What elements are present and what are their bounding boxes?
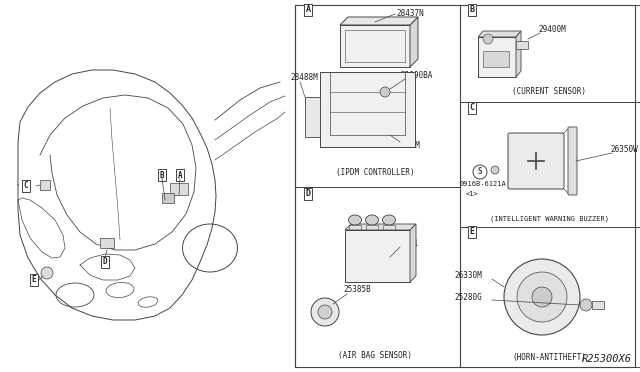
- Text: D: D: [102, 257, 108, 266]
- Text: C: C: [24, 182, 28, 190]
- Bar: [162, 193, 174, 203]
- Ellipse shape: [383, 215, 396, 225]
- Text: 26350W: 26350W: [610, 144, 637, 154]
- Bar: [460, 102, 640, 227]
- Bar: [478, 37, 516, 77]
- Text: (IPDM CONTROLLER): (IPDM CONTROLLER): [336, 168, 414, 177]
- Text: (CURRENT SENSOR): (CURRENT SENSOR): [512, 87, 586, 96]
- Bar: [460, 5, 640, 102]
- Bar: [170, 183, 188, 195]
- Text: 28437N: 28437N: [396, 10, 424, 19]
- Polygon shape: [516, 31, 521, 77]
- Circle shape: [473, 165, 487, 179]
- Circle shape: [491, 166, 499, 174]
- Bar: [100, 238, 114, 248]
- Circle shape: [483, 34, 493, 44]
- Text: C: C: [470, 103, 474, 112]
- Bar: [295, 187, 460, 367]
- Bar: [516, 41, 528, 49]
- Circle shape: [517, 272, 567, 322]
- Bar: [592, 301, 604, 309]
- FancyBboxPatch shape: [508, 133, 564, 189]
- Bar: [305, 97, 320, 137]
- Text: B: B: [470, 6, 474, 15]
- Text: 28488M: 28488M: [290, 73, 317, 81]
- Text: 28489M: 28489M: [392, 141, 420, 150]
- Bar: [345, 30, 405, 62]
- Text: A: A: [305, 6, 310, 15]
- Text: 98581: 98581: [396, 240, 419, 248]
- Circle shape: [311, 298, 339, 326]
- Text: R25300X6: R25300X6: [582, 354, 632, 364]
- Circle shape: [318, 305, 332, 319]
- Text: 0916B-6121A: 0916B-6121A: [460, 181, 507, 187]
- Circle shape: [41, 267, 53, 279]
- Bar: [40, 180, 50, 190]
- Bar: [295, 5, 635, 367]
- Text: E: E: [32, 276, 36, 285]
- Polygon shape: [340, 17, 418, 25]
- Text: 29400M: 29400M: [538, 26, 566, 35]
- Polygon shape: [478, 31, 521, 37]
- Ellipse shape: [349, 215, 362, 225]
- Bar: [483, 51, 509, 67]
- Circle shape: [504, 259, 580, 335]
- Text: S: S: [477, 167, 483, 176]
- Circle shape: [532, 287, 552, 307]
- Text: B: B: [160, 170, 164, 180]
- Text: E: E: [470, 228, 474, 237]
- Text: 25385B: 25385B: [343, 285, 371, 295]
- Text: 26330M: 26330M: [454, 272, 482, 280]
- Polygon shape: [410, 17, 418, 67]
- Text: <1>: <1>: [466, 191, 479, 197]
- Text: (AIR BAG SENSOR): (AIR BAG SENSOR): [338, 351, 412, 360]
- Circle shape: [580, 299, 592, 311]
- Text: A: A: [178, 170, 182, 180]
- Ellipse shape: [365, 215, 378, 225]
- Bar: [340, 25, 410, 67]
- Circle shape: [380, 87, 390, 97]
- Bar: [345, 230, 410, 282]
- Polygon shape: [410, 224, 416, 282]
- Bar: [460, 227, 640, 367]
- Text: (HORN-ANTITHEFT): (HORN-ANTITHEFT): [512, 353, 586, 362]
- Text: 25280G: 25280G: [454, 292, 482, 301]
- Bar: [295, 5, 460, 187]
- Polygon shape: [345, 224, 416, 230]
- Text: (INTELLIGENT WARNING BUZZER): (INTELLIGENT WARNING BUZZER): [490, 215, 609, 222]
- Text: D: D: [305, 189, 310, 199]
- FancyBboxPatch shape: [568, 127, 577, 195]
- Text: 23090BA: 23090BA: [400, 71, 433, 80]
- Bar: [320, 72, 415, 147]
